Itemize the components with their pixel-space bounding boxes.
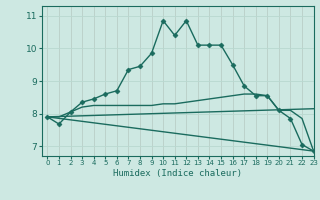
- X-axis label: Humidex (Indice chaleur): Humidex (Indice chaleur): [113, 169, 242, 178]
